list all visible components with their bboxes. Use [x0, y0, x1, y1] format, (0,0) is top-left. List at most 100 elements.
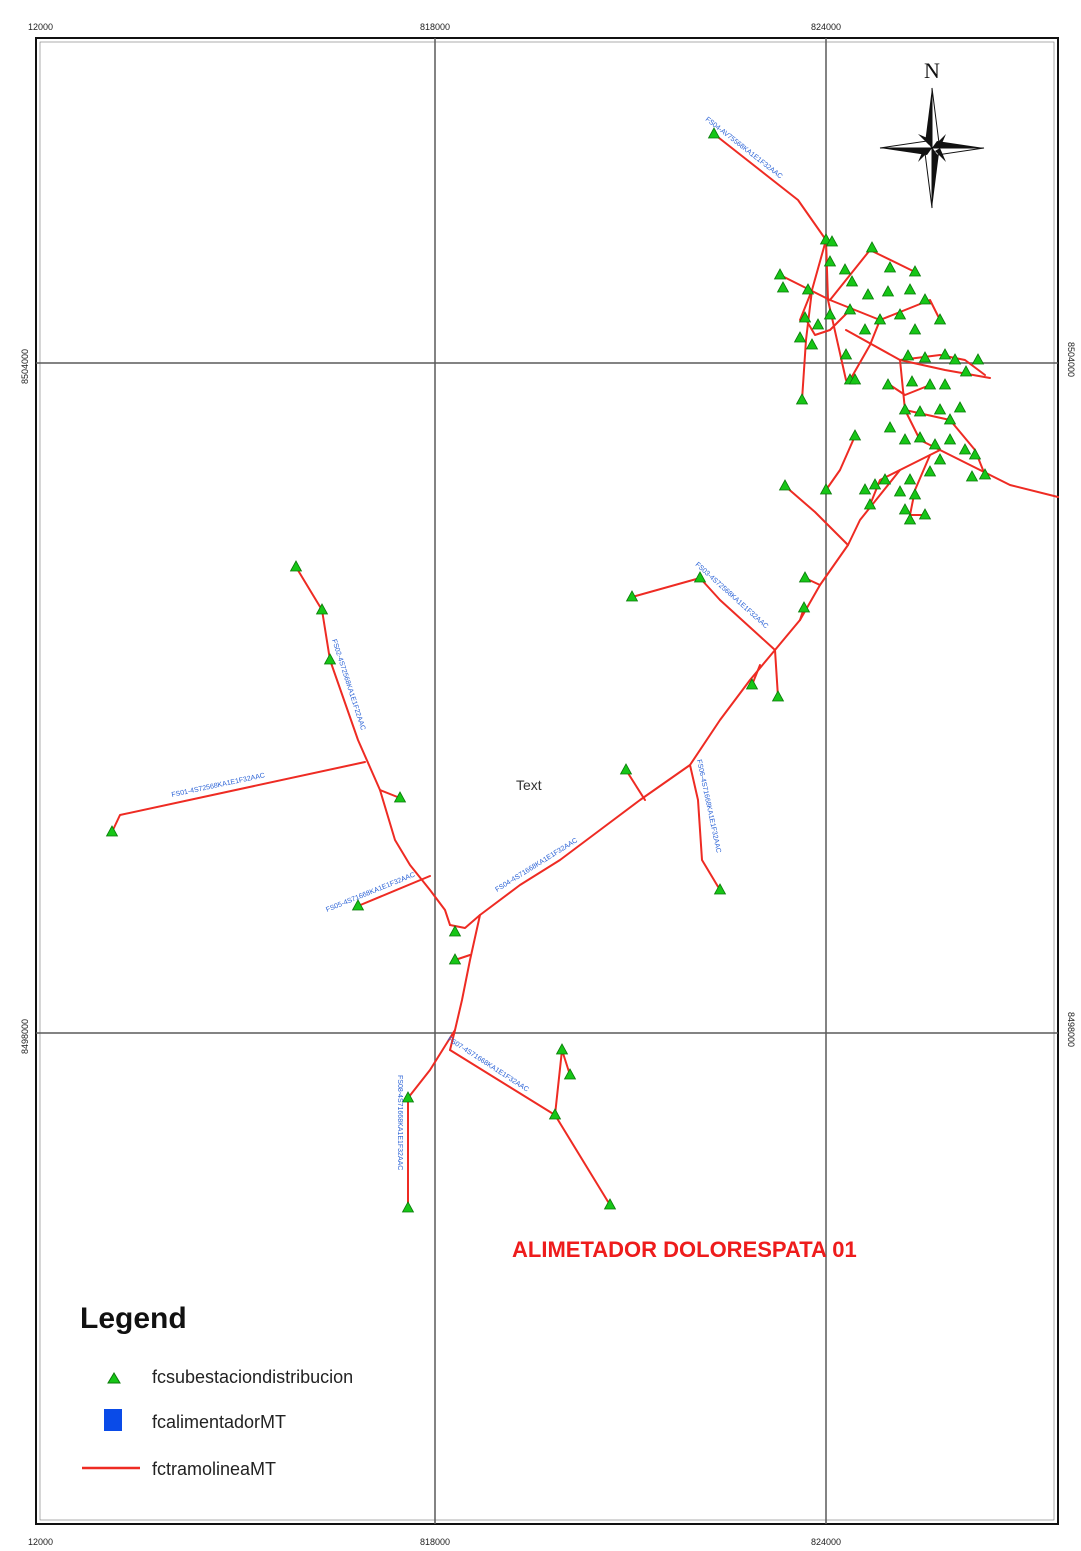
substation-marker — [959, 365, 973, 377]
blue-square-icon — [104, 1409, 122, 1431]
substation-marker — [881, 285, 895, 297]
line-cluster-3 — [849, 319, 881, 381]
line-cluster-2 — [829, 299, 941, 321]
substation-marker — [908, 323, 922, 335]
substation-marker — [923, 465, 937, 477]
substation-marker — [351, 899, 365, 911]
substation-marker — [908, 265, 922, 277]
line-cluster-south — [899, 359, 941, 451]
line-west-358 — [357, 875, 431, 907]
substation-marker — [555, 1043, 569, 1055]
substation-marker — [848, 373, 862, 385]
line-label-1: FS02-4S72568KA1E1F22AAC — [330, 638, 366, 731]
substation-marker — [797, 601, 811, 613]
grid-label-top-2: 824000 — [811, 22, 841, 32]
line-cluster-6 — [869, 469, 901, 506]
substation-marker — [805, 338, 819, 350]
substation-marker — [953, 401, 967, 413]
substation-marker — [778, 479, 792, 491]
substation-marker — [903, 473, 917, 485]
grid-label-bottom-2: 824000 — [811, 1537, 841, 1547]
substation-marker — [958, 443, 972, 455]
substation-marker — [933, 313, 947, 325]
substation-marker — [938, 378, 952, 390]
substation-marker — [901, 349, 915, 361]
substation-marker — [793, 331, 807, 343]
grid-labels: 12000 818000 824000 12000 818000 824000 … — [20, 22, 1076, 1547]
substation-marker — [448, 953, 462, 965]
grid-label-left-0: 8504000 — [20, 349, 30, 384]
substation-marker — [918, 293, 932, 305]
substation-marker — [823, 308, 837, 320]
substations-layer — [105, 127, 992, 1213]
substation-marker — [898, 433, 912, 445]
substation-marker — [928, 438, 942, 450]
substation-marker — [878, 473, 892, 485]
substation-marker — [923, 378, 937, 390]
line-west-long — [295, 566, 451, 926]
substation-marker — [603, 1198, 617, 1210]
legend: Legend fcsubestaciondistribucion fcalime… — [80, 1302, 353, 1479]
substation-marker — [978, 468, 992, 480]
legend-item-label-1: fcalimentadorMT — [152, 1412, 286, 1432]
substation-marker — [971, 353, 985, 365]
substation-marker — [861, 288, 875, 300]
line-branch-785 — [784, 485, 849, 546]
substation-marker — [323, 653, 337, 665]
substation-marker — [619, 763, 633, 775]
substation-marker — [918, 351, 932, 363]
line-south-main — [449, 914, 481, 1051]
line-branch-626 — [625, 769, 646, 801]
line-branch-ne — [631, 577, 779, 698]
substation-marker — [865, 241, 879, 253]
substation-marker — [863, 498, 877, 510]
substation-marker — [933, 403, 947, 415]
substation-marker — [873, 313, 887, 325]
substation-marker — [798, 571, 812, 583]
substation-marker — [858, 323, 872, 335]
substation-marker — [883, 421, 897, 433]
north-arrow-icon: N — [879, 58, 985, 209]
line-branch-se — [689, 764, 721, 891]
substation-marker — [903, 513, 917, 525]
substation-marker — [745, 678, 759, 690]
substation-marker — [707, 127, 721, 139]
legend-item-label-2: fctramolineaMT — [152, 1459, 276, 1479]
substation-marker — [898, 503, 912, 515]
substation-marker — [845, 275, 859, 287]
line-label-8: FS08-4S71668KA1E1F32AAC — [396, 1075, 403, 1170]
legend-title: Legend — [80, 1302, 187, 1335]
substation-marker — [105, 825, 119, 837]
grid-label-right-1: 8498000 — [1066, 1012, 1076, 1047]
substation-marker — [838, 263, 852, 275]
grid-label-left-1: 8498000 — [20, 1019, 30, 1054]
substation-marker — [905, 375, 919, 387]
line-south-west — [407, 1029, 456, 1209]
line-west-400 — [379, 789, 401, 799]
substation-marker — [893, 308, 907, 320]
grid-label-bottom-1: 818000 — [420, 1537, 450, 1547]
substation-marker — [933, 453, 947, 465]
substation-marker — [903, 283, 917, 295]
substation-marker — [918, 508, 932, 520]
substation-marker — [811, 318, 825, 330]
line-cluster-5 — [904, 409, 986, 476]
trunk-line — [449, 449, 1059, 929]
substation-marker — [773, 268, 787, 280]
substation-marker — [776, 281, 790, 293]
substation-marker — [908, 488, 922, 500]
line-cluster-7 — [909, 454, 931, 516]
line-south-spur — [554, 1049, 571, 1116]
substation-marker — [693, 571, 707, 583]
line-south-east — [449, 1049, 611, 1206]
grid-label-right-0: 8504000 — [1066, 342, 1076, 377]
substation-marker — [315, 603, 329, 615]
line-west-spur — [111, 761, 366, 833]
line-label-7: FS07-4S71668KA1E1F32AAC — [446, 1036, 530, 1094]
line-label-4: FS04-4S71668KA1E1F32AAC — [494, 837, 579, 893]
substation-marker — [548, 1108, 562, 1120]
substation-marker — [965, 470, 979, 482]
map-frame — [35, 37, 1059, 1525]
substation-marker — [948, 353, 962, 365]
legend-item-label-0: fcsubestaciondistribucion — [152, 1367, 353, 1387]
